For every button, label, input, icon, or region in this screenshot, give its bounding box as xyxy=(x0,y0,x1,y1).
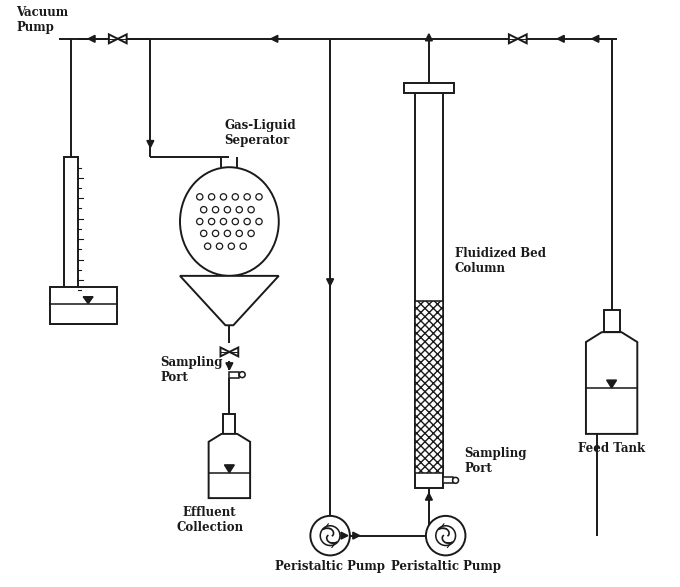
Circle shape xyxy=(197,194,203,200)
Text: Peristaltic Pump: Peristaltic Pump xyxy=(391,561,500,573)
Text: Peristaltic Pump: Peristaltic Pump xyxy=(275,561,385,573)
Bar xyxy=(404,83,454,93)
Bar xyxy=(224,414,235,434)
Text: Sampling
Port: Sampling Port xyxy=(160,356,223,384)
Circle shape xyxy=(320,526,340,545)
Polygon shape xyxy=(209,434,250,498)
Polygon shape xyxy=(341,532,348,539)
Text: Effluent
Collection: Effluent Collection xyxy=(176,506,243,534)
Polygon shape xyxy=(509,35,517,43)
Polygon shape xyxy=(592,35,599,42)
Circle shape xyxy=(248,230,254,237)
Circle shape xyxy=(209,218,215,225)
Circle shape xyxy=(220,218,226,225)
Polygon shape xyxy=(586,332,637,434)
Text: Sampling
Port: Sampling Port xyxy=(464,447,527,475)
Polygon shape xyxy=(83,296,93,303)
Polygon shape xyxy=(220,348,229,356)
Circle shape xyxy=(310,516,350,555)
Circle shape xyxy=(212,230,219,237)
Polygon shape xyxy=(118,35,126,43)
Circle shape xyxy=(201,230,207,237)
Polygon shape xyxy=(353,532,360,539)
Polygon shape xyxy=(558,35,564,42)
Text: Fluidized Bed
Column: Fluidized Bed Column xyxy=(454,247,545,275)
Bar xyxy=(65,157,78,301)
Circle shape xyxy=(209,194,215,200)
Polygon shape xyxy=(224,465,235,473)
Polygon shape xyxy=(88,35,95,42)
Circle shape xyxy=(232,194,239,200)
Circle shape xyxy=(205,243,211,249)
Polygon shape xyxy=(229,348,238,356)
Bar xyxy=(229,372,239,377)
Circle shape xyxy=(228,243,235,249)
Circle shape xyxy=(212,207,219,213)
Circle shape xyxy=(201,207,207,213)
Polygon shape xyxy=(109,35,118,43)
Circle shape xyxy=(436,526,456,545)
Circle shape xyxy=(197,218,203,225)
Circle shape xyxy=(236,230,242,237)
Polygon shape xyxy=(326,279,334,286)
Circle shape xyxy=(453,477,458,483)
Circle shape xyxy=(239,372,245,377)
Bar xyxy=(415,93,443,488)
Circle shape xyxy=(224,230,231,237)
Circle shape xyxy=(426,516,465,555)
Circle shape xyxy=(244,218,250,225)
Circle shape xyxy=(220,194,226,200)
Bar xyxy=(415,301,443,473)
Circle shape xyxy=(224,207,231,213)
Circle shape xyxy=(256,218,262,225)
Bar xyxy=(604,311,619,332)
Bar xyxy=(50,286,117,324)
Polygon shape xyxy=(271,35,277,42)
Polygon shape xyxy=(180,276,279,325)
Circle shape xyxy=(256,194,262,200)
Circle shape xyxy=(244,194,250,200)
Circle shape xyxy=(232,218,239,225)
Polygon shape xyxy=(147,140,154,147)
Text: Vacuum
Pump: Vacuum Pump xyxy=(16,6,68,34)
Polygon shape xyxy=(426,34,432,41)
Polygon shape xyxy=(607,380,617,388)
Text: Feed Tank: Feed Tank xyxy=(578,442,645,455)
Polygon shape xyxy=(426,493,432,500)
Circle shape xyxy=(240,243,246,249)
Circle shape xyxy=(216,243,222,249)
Circle shape xyxy=(236,207,242,213)
Polygon shape xyxy=(517,35,527,43)
Bar xyxy=(443,477,453,483)
Circle shape xyxy=(248,207,254,213)
Polygon shape xyxy=(226,363,233,370)
Ellipse shape xyxy=(180,167,279,276)
Text: Gas-Liguid
Seperator: Gas-Liguid Seperator xyxy=(224,120,296,147)
